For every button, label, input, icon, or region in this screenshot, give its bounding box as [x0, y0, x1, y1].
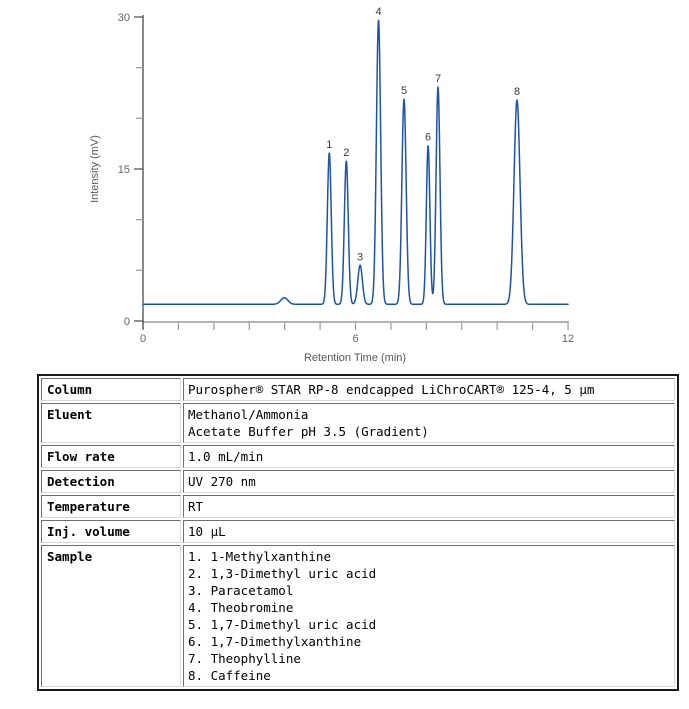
value-line: 3. Paracetamol [188, 583, 294, 598]
x-axis-label: Retention Time (min) [304, 352, 406, 364]
peak-labels: 12 3 4 5 6 7 8 [326, 6, 520, 263]
peak-label-3: 3 [357, 251, 363, 263]
peak-label-4: 4 [375, 6, 381, 18]
conditions-table-body: Column Purospher® STAR RP-8 endcapped LiC… [41, 378, 675, 687]
table-row-eluent: Eluent Methanol/Ammonia Acetate Buffer pH … [41, 403, 675, 443]
peak-label-7: 7 [435, 73, 441, 85]
value-line: Purospher® STAR RP-8 endcapped LiChroCAR… [188, 382, 595, 397]
row-label-temperature: Temperature [41, 495, 181, 518]
row-label-sample: Sample [41, 545, 181, 687]
row-value-detection: UV 270 nm [183, 470, 675, 493]
peak-label-2: 2 [343, 147, 349, 159]
table-row-detection: Detection UV 270 nm [41, 470, 675, 493]
conditions-table: Column Purospher® STAR RP-8 endcapped LiC… [37, 374, 679, 691]
table-row-column: Column Purospher® STAR RP-8 endcapped LiC… [41, 378, 675, 401]
value-line: Methanol/Ammonia [188, 407, 309, 422]
row-value-column: Purospher® STAR RP-8 endcapped LiChroCAR… [183, 378, 675, 401]
x-tick-label: 0 [140, 333, 146, 345]
value-line: 6. 1,7-Dimethylxanthine [188, 634, 362, 649]
row-value-sample: 1. 1-Methylxanthine 2. 1,3-Dimethyl uric … [183, 545, 675, 687]
table-row-flow-rate: Flow rate 1.0 mL/min [41, 445, 675, 468]
value-line: 8. Caffeine [188, 668, 271, 683]
row-value-eluent: Methanol/Ammonia Acetate Buffer pH 3.5 (G… [183, 403, 675, 443]
peak-label-1: 1 [326, 139, 332, 151]
row-label-detection: Detection [41, 470, 181, 493]
row-value-temperature: RT [183, 495, 675, 518]
peak-label-5: 5 [401, 85, 407, 97]
row-label-column: Column [41, 378, 181, 401]
y-tick-label: 15 [118, 164, 130, 176]
value-line: 2. 1,3-Dimethyl uric acid [188, 566, 377, 581]
value-line: 1.0 mL/min [188, 449, 264, 464]
table-row-sample: Sample 1. 1-Methylxanthine 2. 1,3-Dimethyl… [41, 545, 675, 687]
value-line: 4. Theobromine [188, 600, 294, 615]
x-tick-label: 6 [352, 333, 358, 345]
value-line: 7. Theophylline [188, 651, 301, 666]
table-row-temperature: Temperature RT [41, 495, 675, 518]
value-line: Acetate Buffer pH 3.5 (Gradient) [188, 424, 429, 439]
peak-label-6: 6 [425, 132, 431, 144]
value-line: UV 270 nm [188, 474, 256, 489]
value-line: 1. 1-Methylxanthine [188, 549, 331, 564]
value-line: RT [188, 499, 204, 514]
table-row-inj-volume: Inj. volume 10 μL [41, 520, 675, 543]
y-axis-label: Intensity (mV) [89, 135, 101, 203]
row-label-flow-rate: Flow rate [41, 445, 181, 468]
row-label-eluent: Eluent [41, 403, 181, 443]
peak-label-8: 8 [514, 86, 520, 98]
y-tick-label: 0 [124, 316, 130, 328]
row-label-inj-volume: Inj. volume [41, 520, 181, 543]
row-value-inj-volume: 10 μL [183, 520, 675, 543]
value-line: 5. 1,7-Dimethyl uric acid [188, 617, 377, 632]
y-tick-label: 30 [118, 12, 130, 24]
chromatogram-trace [142, 19, 569, 306]
value-line: 10 μL [188, 524, 226, 539]
x-tick-label: 12 [562, 333, 574, 345]
chromatogram-chart: 0 15 30 0 6 12 12 3 4 5 6 7 8 Intensity (mV) Retent… [89, 6, 574, 364]
row-value-flow-rate: 1.0 mL/min [183, 445, 675, 468]
